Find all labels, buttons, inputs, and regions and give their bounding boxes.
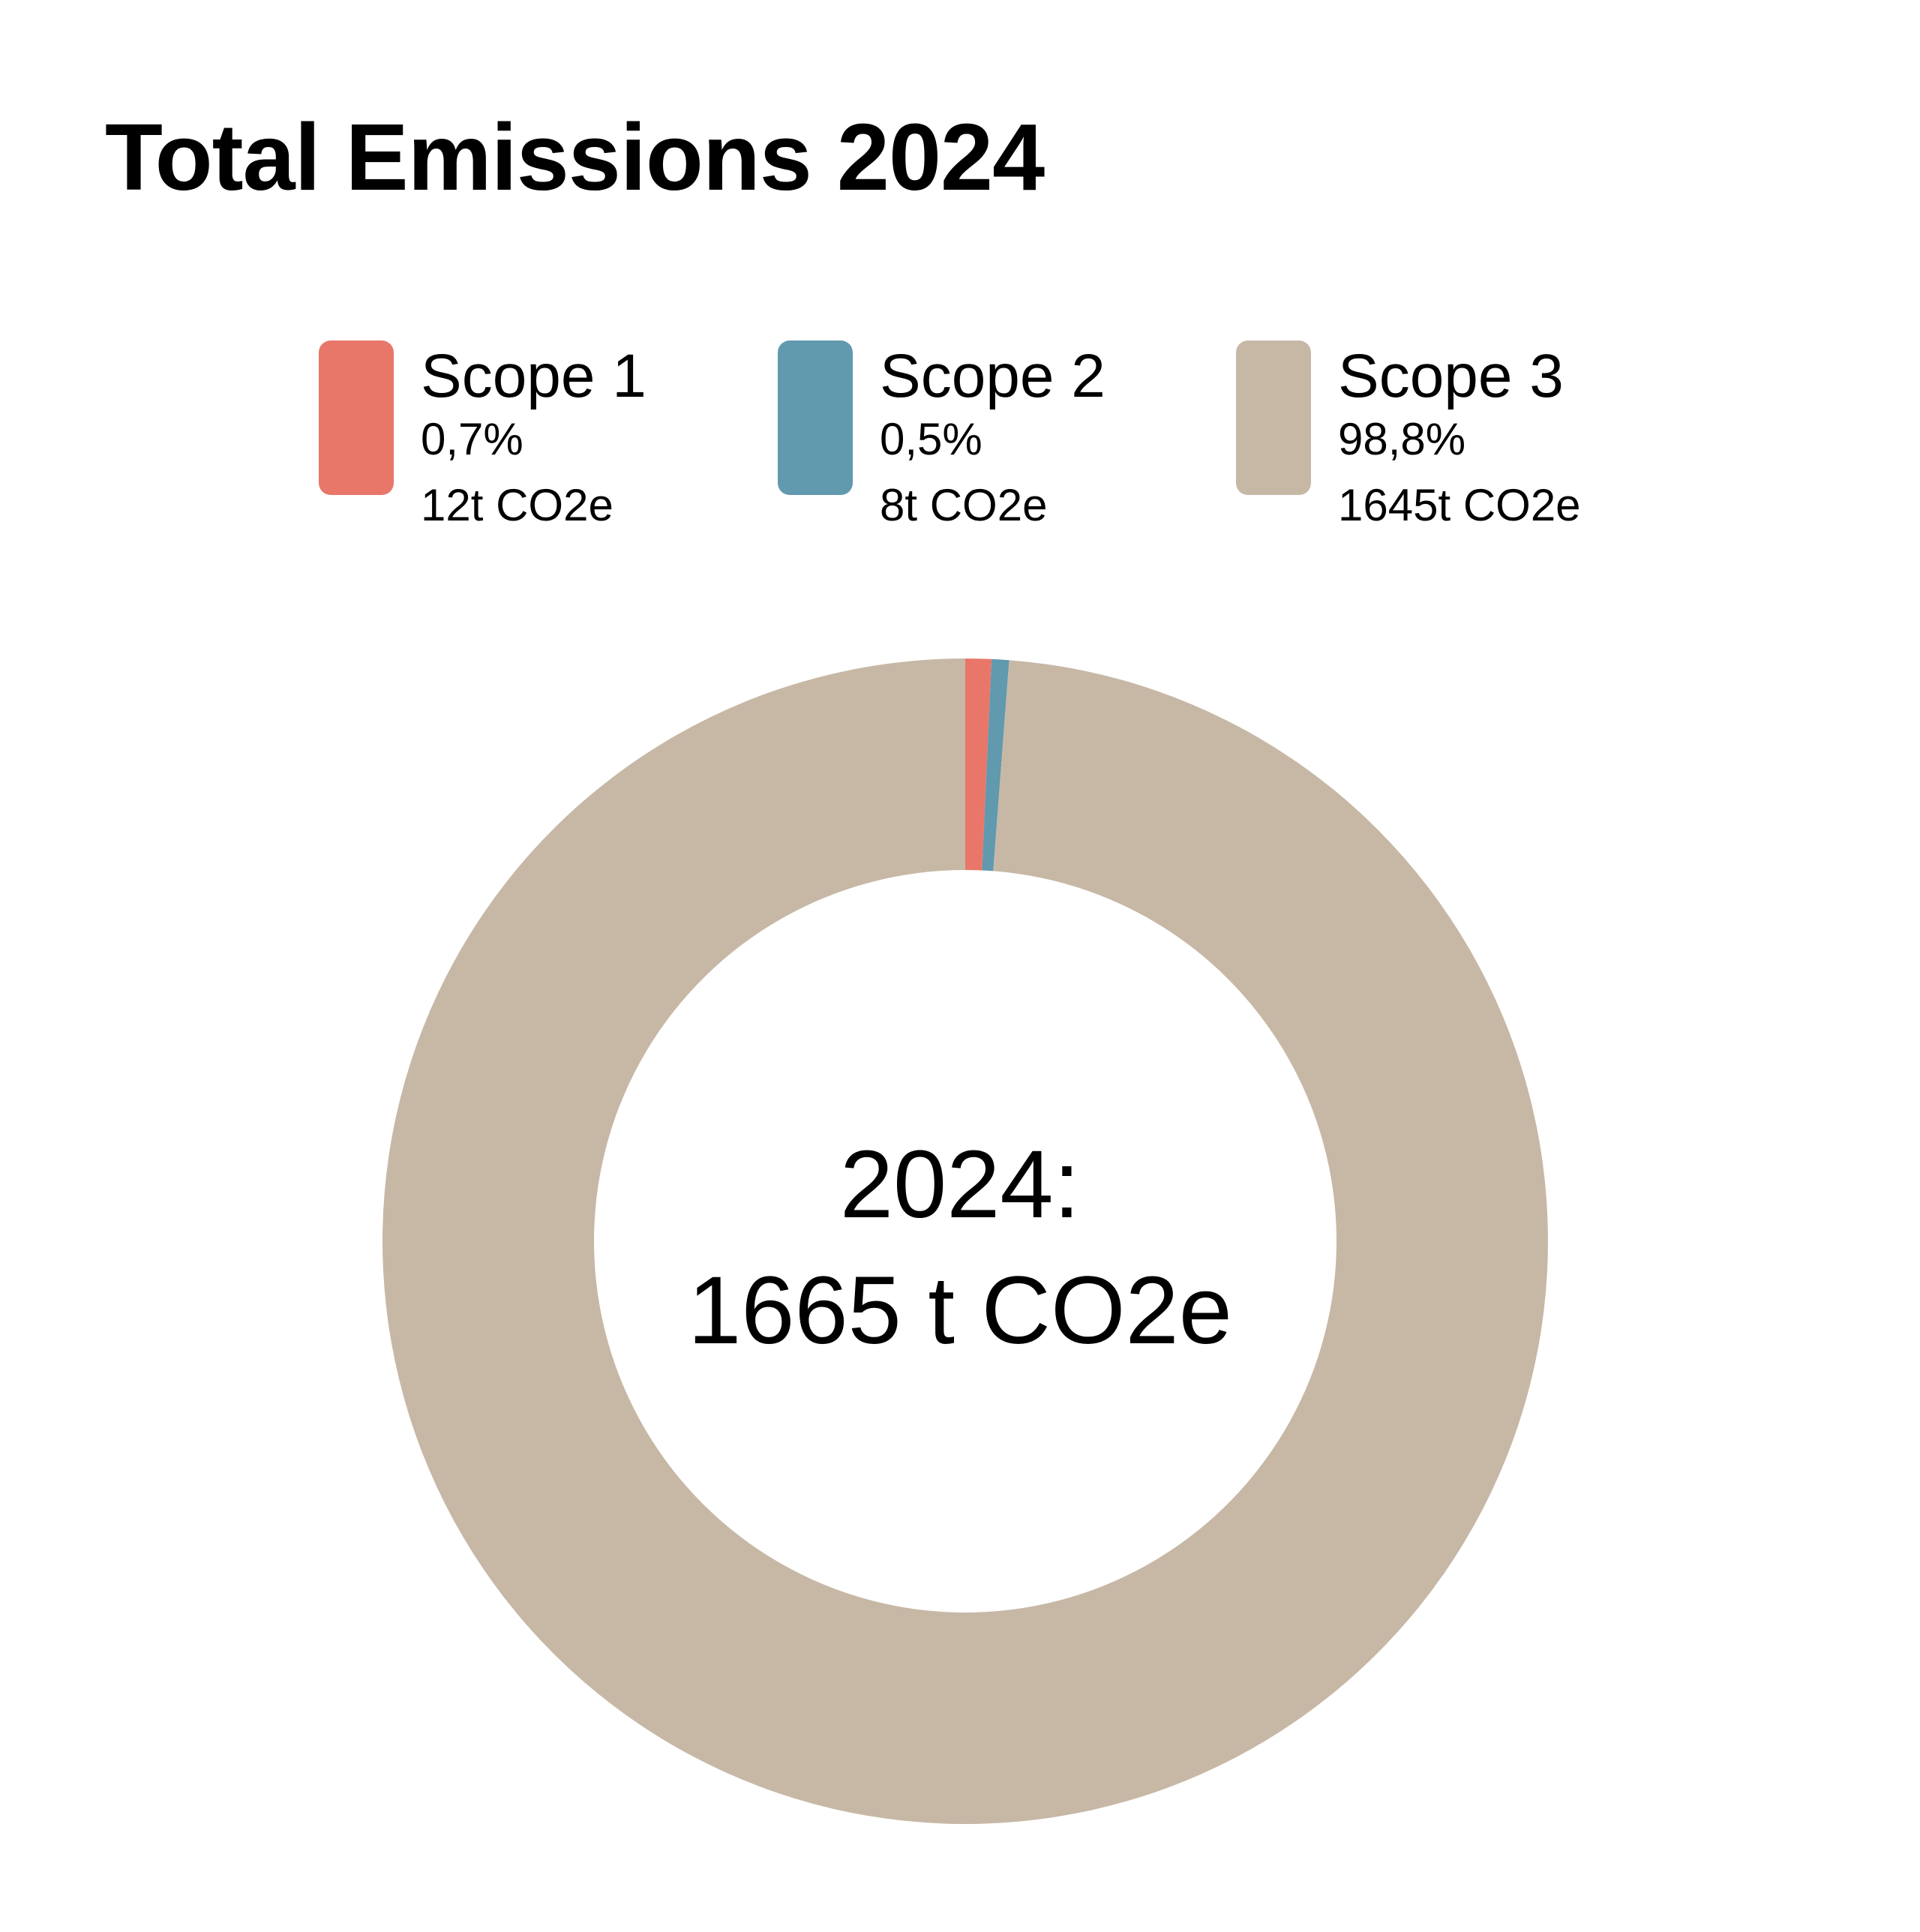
chart-title: Total Emissions 2024	[105, 104, 1045, 210]
legend-swatch-scope-1	[319, 340, 394, 495]
legend-swatch-scope-2	[778, 340, 853, 495]
center-label-year: 2024:	[839, 1131, 1081, 1238]
legend-label-scope-3: Scope 3	[1338, 342, 1564, 410]
legend-swatch-scope-3	[1236, 340, 1311, 495]
donut-slice-scope-2	[982, 658, 1010, 872]
legend-percent-scope-2: 0,5%	[880, 414, 982, 464]
legend-amount-scope-3: 1645t CO2e	[1338, 480, 1581, 530]
center-label-total: 1665 t CO2e	[688, 1257, 1232, 1364]
legend-amount-scope-1: 12t CO2e	[421, 480, 614, 530]
legend-label-scope-1: Scope 1	[421, 342, 646, 410]
donut-slice-scope-1	[965, 658, 992, 871]
donut-slice-scope-3	[382, 658, 1548, 1824]
legend-percent-scope-3: 98,8%	[1338, 414, 1466, 464]
legend-amount-scope-2: 8t CO2e	[880, 480, 1048, 530]
legend-percent-scope-1: 0,7%	[421, 414, 524, 464]
legend-label-scope-2: Scope 2	[880, 342, 1106, 410]
